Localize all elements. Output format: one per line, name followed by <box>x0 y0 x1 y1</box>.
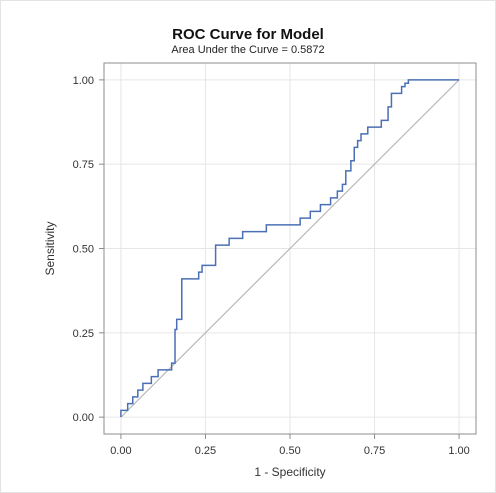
x-axis-label: 1 - Specificity <box>254 465 325 479</box>
y-tick-label: 0.25 <box>73 328 94 340</box>
x-tick-label: 0.00 <box>110 445 131 457</box>
x-axis-ticks: 0.00 0.25 0.50 0.75 1.00 <box>110 434 470 457</box>
x-tick-label: 0.25 <box>195 445 216 457</box>
y-tick-label: 0.00 <box>73 412 94 424</box>
reference-diagonal-line <box>120 79 460 418</box>
y-tick-label: 1.00 <box>73 75 94 87</box>
x-tick-label: 1.00 <box>448 445 469 457</box>
chart-title: ROC Curve for Model <box>172 26 324 43</box>
y-tick-label: 0.50 <box>73 244 94 256</box>
series-layer <box>120 79 460 418</box>
y-axis-label: Sensitivity <box>43 221 57 275</box>
roc-curve-line <box>120 79 460 418</box>
y-tick-label: 0.75 <box>73 159 94 171</box>
x-tick-label: 0.75 <box>364 445 385 457</box>
chart-subtitle: Area Under the Curve = 0.5872 <box>171 44 325 56</box>
y-axis-ticks: 0.00 0.25 0.50 0.75 1.00 <box>73 75 104 424</box>
x-tick-label: 0.50 <box>279 445 300 457</box>
